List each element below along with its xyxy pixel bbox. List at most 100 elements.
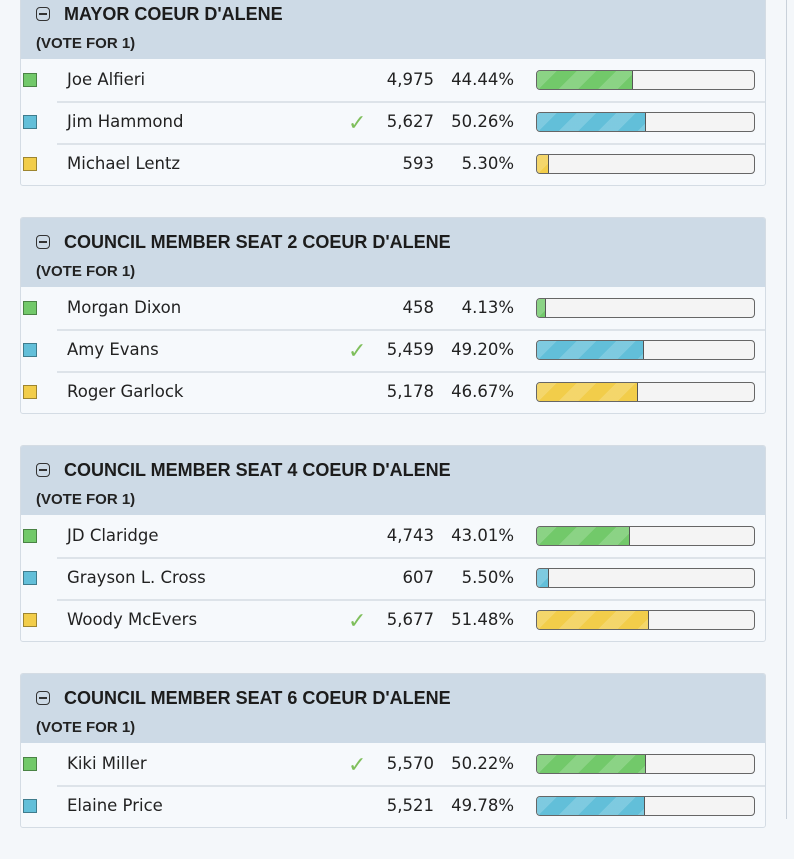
candidate-row: Amy Evans ✓ 5,459 49.20% — [21, 329, 765, 371]
candidate-name: Michael Lentz — [67, 154, 181, 173]
vote-bar-fill — [537, 71, 634, 89]
collapse-icon[interactable] — [36, 463, 50, 477]
color-swatch — [23, 799, 37, 813]
vote-bar — [536, 610, 755, 630]
vote-bar — [536, 754, 755, 774]
collapse-icon[interactable] — [36, 235, 50, 249]
color-swatch — [23, 73, 37, 87]
vote-percent: 5.30% — [461, 154, 514, 173]
vote-count: 4,975 — [386, 70, 434, 89]
vote-bar — [536, 70, 755, 90]
candidate-row: Roger Garlock 5,178 46.67% — [21, 371, 765, 413]
vote-bar — [536, 568, 755, 588]
race-title: COUNCIL MEMBER SEAT 6 COEUR D'ALENE — [64, 688, 451, 708]
vote-percent: 5.50% — [461, 568, 514, 587]
race-list: MAYOR COEUR D'ALENE (VOTE FOR 1) Joe Alf… — [20, 0, 766, 859]
vote-bar — [536, 526, 755, 546]
race-header: COUNCIL MEMBER SEAT 4 COEUR D'ALENE (VOT… — [21, 446, 765, 515]
candidate-row: Morgan Dixon 458 4.13% — [21, 287, 765, 329]
candidate-name: Amy Evans — [67, 340, 159, 359]
candidate-name: Roger Garlock — [67, 382, 184, 401]
race-title: COUNCIL MEMBER SEAT 2 COEUR D'ALENE — [64, 232, 451, 252]
candidate-row: Woody McEvers ✓ 5,677 51.48% — [21, 599, 765, 641]
vote-percent: 51.48% — [451, 610, 514, 629]
vote-bar-fill — [537, 383, 639, 401]
vote-bar-fill — [537, 611, 649, 629]
race-card: COUNCIL MEMBER SEAT 4 COEUR D'ALENE (VOT… — [20, 445, 766, 642]
vote-bar — [536, 112, 755, 132]
vote-count: 5,570 — [386, 754, 434, 773]
vote-bar-fill — [537, 569, 549, 587]
candidate-row: Grayson L. Cross 607 5.50% — [21, 557, 765, 599]
vote-count: 5,178 — [386, 382, 434, 401]
winner-check-icon: ✓ — [348, 752, 367, 777]
vote-percent: 46.67% — [451, 382, 514, 401]
color-swatch — [23, 529, 37, 543]
vote-percent: 49.20% — [451, 340, 514, 359]
vote-percent: 50.26% — [451, 112, 514, 131]
color-swatch — [23, 301, 37, 315]
candidate-row: Kiki Miller ✓ 5,570 50.22% — [21, 743, 765, 785]
vote-bar — [536, 340, 755, 360]
candidate-name: Kiki Miller — [67, 754, 147, 773]
vote-percent: 49.78% — [451, 796, 514, 815]
vote-percent: 50.22% — [451, 754, 514, 773]
vote-bar-fill — [537, 527, 631, 545]
vote-for-label: (VOTE FOR 1) — [36, 35, 136, 52]
candidate-name: Elaine Price — [67, 796, 163, 815]
vote-bar-fill — [537, 755, 646, 773]
vote-count: 593 — [402, 154, 435, 173]
winner-check-icon: ✓ — [348, 110, 367, 135]
race-header: MAYOR COEUR D'ALENE (VOTE FOR 1) — [21, 0, 765, 59]
vote-bar-fill — [537, 797, 646, 815]
vote-count: 458 — [402, 298, 435, 317]
candidate-name: JD Claridge — [67, 526, 159, 545]
candidate-row: Joe Alfieri 4,975 44.44% — [21, 59, 765, 101]
race-title: COUNCIL MEMBER SEAT 4 COEUR D'ALENE — [64, 460, 451, 480]
race-title: MAYOR COEUR D'ALENE — [64, 4, 283, 24]
candidate-row: Michael Lentz 593 5.30% — [21, 143, 765, 185]
vote-for-label: (VOTE FOR 1) — [36, 491, 136, 508]
vote-bar — [536, 298, 755, 318]
race-card: COUNCIL MEMBER SEAT 2 COEUR D'ALENE (VOT… — [20, 217, 766, 414]
color-swatch — [23, 157, 37, 171]
vote-percent: 4.13% — [461, 298, 514, 317]
color-swatch — [23, 115, 37, 129]
color-swatch — [23, 343, 37, 357]
collapse-icon[interactable] — [36, 7, 50, 21]
vote-count: 607 — [402, 568, 435, 587]
candidate-name: Woody McEvers — [67, 610, 198, 629]
color-swatch — [23, 571, 37, 585]
vote-bar — [536, 154, 755, 174]
vote-count: 5,627 — [386, 112, 434, 131]
vote-count: 5,677 — [386, 610, 434, 629]
candidate-name: Morgan Dixon — [67, 298, 182, 317]
vote-percent: 43.01% — [451, 526, 514, 545]
collapse-icon[interactable] — [36, 691, 50, 705]
candidate-row: Jim Hammond ✓ 5,627 50.26% — [21, 101, 765, 143]
race-card: MAYOR COEUR D'ALENE (VOTE FOR 1) Joe Alf… — [20, 0, 766, 186]
vote-bar-fill — [537, 155, 549, 173]
vote-count: 5,521 — [386, 796, 434, 815]
race-header: COUNCIL MEMBER SEAT 2 COEUR D'ALENE (VOT… — [21, 218, 765, 287]
candidate-name: Joe Alfieri — [67, 70, 146, 89]
winner-check-icon: ✓ — [348, 608, 367, 633]
color-swatch — [23, 385, 37, 399]
color-swatch — [23, 613, 37, 627]
vote-bar-fill — [537, 113, 647, 131]
candidate-name: Grayson L. Cross — [67, 568, 206, 587]
vote-percent: 44.44% — [451, 70, 514, 89]
candidate-row: JD Claridge 4,743 43.01% — [21, 515, 765, 557]
color-swatch — [23, 757, 37, 771]
winner-check-icon: ✓ — [348, 338, 367, 363]
vote-bar-fill — [537, 299, 546, 317]
candidate-row: Elaine Price 5,521 49.78% — [21, 785, 765, 827]
vote-for-label: (VOTE FOR 1) — [36, 719, 136, 736]
candidate-name: Jim Hammond — [67, 112, 184, 131]
vote-for-label: (VOTE FOR 1) — [36, 263, 136, 280]
vote-count: 5,459 — [386, 340, 434, 359]
vote-bar — [536, 382, 755, 402]
vote-count: 4,743 — [386, 526, 434, 545]
race-header: COUNCIL MEMBER SEAT 6 COEUR D'ALENE (VOT… — [21, 674, 765, 743]
vote-bar-fill — [537, 341, 644, 359]
